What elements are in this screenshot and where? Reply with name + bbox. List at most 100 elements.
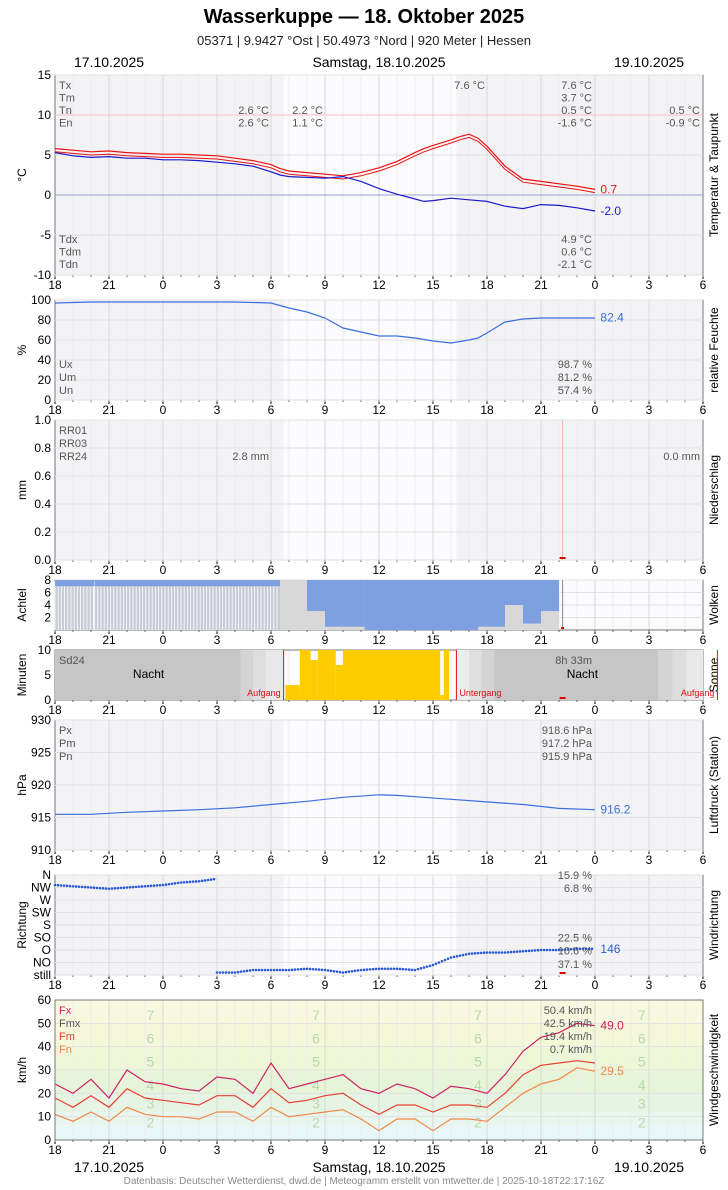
beaufort-label: 7 <box>638 1007 646 1023</box>
beaufort-label: 2 <box>638 1114 646 1130</box>
x-tick-label: 6 <box>268 853 275 867</box>
direction-point <box>452 955 456 959</box>
direction-point <box>203 879 207 882</box>
y-tick-label: 930 <box>31 713 51 727</box>
y-tick-label: 0 <box>44 693 51 707</box>
y-tick-label: N <box>42 868 51 882</box>
current-value-label: 916.2 <box>600 803 630 817</box>
current-value-label: 0.7 <box>600 182 617 196</box>
legend-key: Ux <box>59 359 73 371</box>
direction-point <box>422 966 426 969</box>
x-tick-label: 18 <box>480 278 494 292</box>
direction-point <box>365 968 369 971</box>
legend-key: Pn <box>59 751 72 763</box>
direction-point <box>455 954 459 958</box>
current-value-label: 49.0 <box>600 1019 624 1033</box>
legend-key: Fm <box>59 1031 75 1043</box>
x-tick-label: 0 <box>160 853 167 867</box>
x-tick-label: 6 <box>268 978 275 992</box>
y-axis-label: hPa <box>15 774 29 796</box>
cloud-bar <box>307 580 325 612</box>
direction-point <box>62 884 66 887</box>
direction-point <box>257 968 261 972</box>
direction-point <box>470 952 474 955</box>
y-axis-label: Achtel <box>15 588 29 621</box>
station-info: 05371 | 9.9427 °Ost | 50.4973 °Nord | 92… <box>197 33 531 48</box>
direction-point <box>473 952 477 955</box>
x-tick-label: 15 <box>426 278 440 292</box>
legend-value: 2.6 °C <box>238 105 269 117</box>
now-marker <box>559 697 566 699</box>
legend-value: 0.0 mm <box>663 451 700 463</box>
y-tick-label: 4 <box>44 598 51 612</box>
legend-value: 2.6 °C <box>238 118 269 130</box>
legend-key: Px <box>59 725 72 737</box>
x-tick-label: 0 <box>592 403 599 417</box>
direction-point <box>524 949 528 953</box>
x-tick-label: 18 <box>48 978 62 992</box>
legend-value: -0.9 °C <box>666 118 700 130</box>
legend-value: 2.2 °C <box>292 105 323 117</box>
panel-title: Windrichtung <box>707 890 721 960</box>
direction-point <box>209 878 213 881</box>
cloud-bar <box>505 580 523 605</box>
direction-point <box>494 951 498 954</box>
legend-key: Fx <box>59 1005 72 1017</box>
direction-point <box>518 950 522 953</box>
chart-title: Wasserkuppe — 18. Oktober 2025 <box>203 6 525 28</box>
direction-point <box>527 949 531 953</box>
x-tick-label: 18 <box>48 703 62 717</box>
direction-point <box>233 971 237 974</box>
y-tick-label: 925 <box>31 746 51 760</box>
cloud-bar-gap <box>325 626 343 630</box>
cloud-bar-top <box>55 580 95 587</box>
direction-point <box>479 951 483 955</box>
beaufort-label: 5 <box>474 1054 482 1070</box>
x-tick-label: 0 <box>160 563 167 577</box>
direction-point <box>215 971 219 974</box>
sun-bar <box>343 650 441 700</box>
x-tick-label: 0 <box>592 703 599 717</box>
direction-point <box>65 884 69 888</box>
y-tick-label: 910 <box>31 843 51 857</box>
panel-title: relative Feuchte <box>707 307 721 393</box>
direction-point <box>512 950 516 954</box>
direction-point <box>110 887 114 890</box>
x-tick-label: 3 <box>214 563 221 577</box>
cloud-bar <box>364 580 442 630</box>
y-tick-label: 50 <box>38 1016 52 1030</box>
direction-point <box>140 885 144 888</box>
x-tick-label: 6 <box>268 703 275 717</box>
panel-wind_direction: 18 21 0 3 6 9 12 15 18 21 0 3 6 Richtung Windrichtung N… <box>15 868 721 992</box>
direction-point <box>509 950 513 954</box>
direction-point <box>446 957 450 961</box>
beaufort-label: 5 <box>312 1054 320 1070</box>
x-tick-label: 3 <box>646 703 653 717</box>
x-tick-label: 18 <box>480 703 494 717</box>
direction-point <box>356 969 360 972</box>
legend-value: -2.1 °C <box>558 259 592 271</box>
x-tick-label: 3 <box>214 853 221 867</box>
date-left-bottom: 17.10.2025 <box>74 1159 145 1175</box>
direction-point <box>425 965 429 968</box>
now-marker <box>559 557 566 559</box>
direction-point <box>191 880 195 883</box>
legend-value: 0.5 °C <box>669 105 700 117</box>
beaufort-label: 4 <box>312 1077 320 1093</box>
legend-value: 22.5 % <box>558 932 592 944</box>
y-tick-label: 80 <box>38 313 52 327</box>
y-tick-label: -5 <box>40 228 51 242</box>
beaufort-label: 4 <box>638 1077 646 1093</box>
direction-point <box>335 970 339 973</box>
current-value-label: 29.5 <box>600 1064 624 1078</box>
legend-value: 3.7 °C <box>561 93 592 105</box>
night-band <box>55 300 284 400</box>
direction-point <box>530 949 534 952</box>
direction-point <box>563 948 567 951</box>
legend-key: Pm <box>59 738 76 750</box>
x-tick-label: 3 <box>214 403 221 417</box>
direction-point <box>482 951 486 955</box>
series-Pm <box>55 794 596 815</box>
direction-point <box>443 958 447 962</box>
